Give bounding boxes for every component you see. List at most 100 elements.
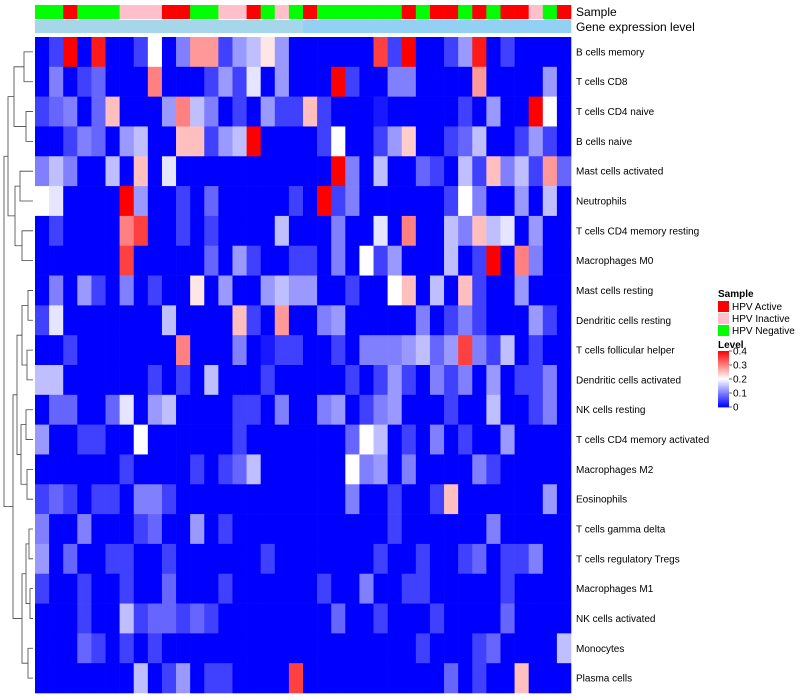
heatmap-cell — [246, 573, 261, 604]
heatmap-cell — [246, 96, 261, 127]
level-gradient-step — [718, 381, 729, 384]
heatmap-cell — [105, 663, 120, 694]
heatmap-cell — [35, 514, 50, 545]
heatmap-cell — [35, 394, 50, 425]
heatmap-cell — [204, 603, 219, 634]
heatmap-cell — [105, 633, 120, 664]
gene-expression-cell — [274, 20, 290, 33]
heatmap-cell — [161, 514, 177, 545]
heatmap-cell — [359, 245, 374, 276]
heatmap-cell — [176, 335, 191, 366]
heatmap-cell — [246, 543, 261, 575]
heatmap-cell — [444, 37, 459, 68]
heatmap-cell — [161, 573, 177, 604]
heatmap-cell — [91, 573, 106, 604]
heatmap-cell — [542, 573, 558, 604]
heatmap-cell — [500, 573, 515, 604]
heatmap-cell — [472, 186, 487, 217]
heatmap-cell — [204, 66, 219, 97]
heatmap-cell — [317, 543, 332, 575]
heatmap-cell — [359, 543, 374, 575]
gene-expression-cell — [204, 20, 219, 33]
heatmap-cell — [147, 66, 163, 97]
level-gradient-step — [718, 402, 729, 405]
heatmap-cell — [514, 96, 529, 127]
gene-expression-cell — [218, 20, 233, 33]
heatmap-cell — [77, 215, 92, 247]
heatmap-cell — [133, 245, 149, 276]
heatmap-cell — [218, 186, 233, 217]
heatmap-cell — [176, 543, 191, 575]
gene-expression-cell — [133, 20, 149, 33]
heatmap-cell — [387, 96, 403, 127]
heatmap-cell — [133, 573, 149, 604]
heatmap-cell — [260, 633, 276, 664]
heatmap-cell — [246, 394, 261, 425]
heatmap-cell — [274, 484, 290, 515]
heatmap-cell — [260, 156, 276, 187]
heatmap-cell — [176, 603, 191, 634]
heatmap-cell — [204, 484, 219, 515]
heatmap-cells — [35, 37, 572, 694]
sample-annotation-cell — [373, 5, 388, 19]
heatmap-cell — [415, 394, 431, 425]
heatmap-cell — [91, 603, 106, 634]
heatmap-cell — [288, 484, 304, 515]
heatmap-cell — [542, 424, 558, 455]
heatmap-cell — [260, 573, 276, 604]
sample-annotation-cell — [63, 5, 78, 19]
heatmap-cell — [528, 335, 544, 366]
heatmap-cell — [514, 275, 529, 306]
heatmap-cell — [317, 215, 332, 247]
heatmap-cell — [147, 305, 163, 336]
heatmap-cell — [77, 66, 92, 97]
gene-expression-cell — [528, 20, 544, 33]
sample-annotation-cell — [401, 5, 417, 19]
gene-expression-cell — [373, 20, 388, 33]
heatmap-cell — [161, 305, 177, 336]
sample-annotation-cell — [429, 5, 445, 19]
heatmap-cell — [486, 335, 501, 366]
heatmap-cell — [401, 663, 417, 694]
heatmap-cell — [303, 305, 318, 336]
heatmap-cell — [190, 186, 205, 217]
heatmap-cell — [232, 484, 247, 515]
heatmap-cell — [147, 96, 163, 127]
heatmap-cell — [204, 365, 219, 396]
heatmap-cell — [401, 633, 417, 664]
heatmap-cell — [556, 275, 572, 306]
heatmap-cell — [472, 454, 487, 485]
heatmap-cell — [91, 156, 106, 187]
heatmap-cell — [317, 186, 332, 217]
gene-expression-cell — [63, 20, 78, 33]
heatmap-cell — [204, 335, 219, 366]
gene-expression-cell — [161, 20, 177, 33]
dendrogram-branch — [27, 647, 33, 679]
heatmap-cell — [359, 633, 374, 664]
heatmap-cell — [528, 96, 544, 127]
heatmap-cell — [415, 275, 431, 306]
gene-expression-bar — [35, 20, 572, 33]
heatmap-cell — [401, 335, 417, 366]
heatmap-cell — [387, 663, 403, 694]
sample-annotation-cell — [514, 5, 529, 19]
heatmap-cell — [147, 663, 163, 694]
heatmap-cell — [133, 215, 149, 247]
heatmap-cell — [359, 365, 374, 396]
sample-annotation-cell — [387, 5, 403, 19]
heatmap-cell — [274, 543, 290, 575]
heatmap-cell — [444, 603, 459, 634]
heatmap-cell — [472, 335, 487, 366]
sample-annotation-cell — [91, 5, 106, 19]
heatmap-cell — [35, 126, 50, 157]
heatmap-cell — [176, 394, 191, 425]
heatmap-cell — [49, 424, 64, 455]
heatmap-cell — [49, 633, 64, 664]
heatmap-cell — [119, 663, 135, 694]
heatmap-cell — [246, 37, 261, 68]
heatmap-cell — [49, 305, 64, 336]
heatmap-cell — [274, 66, 290, 97]
heatmap-cell — [77, 663, 92, 694]
heatmap-cell — [35, 186, 50, 217]
heatmap-cell — [119, 365, 135, 396]
